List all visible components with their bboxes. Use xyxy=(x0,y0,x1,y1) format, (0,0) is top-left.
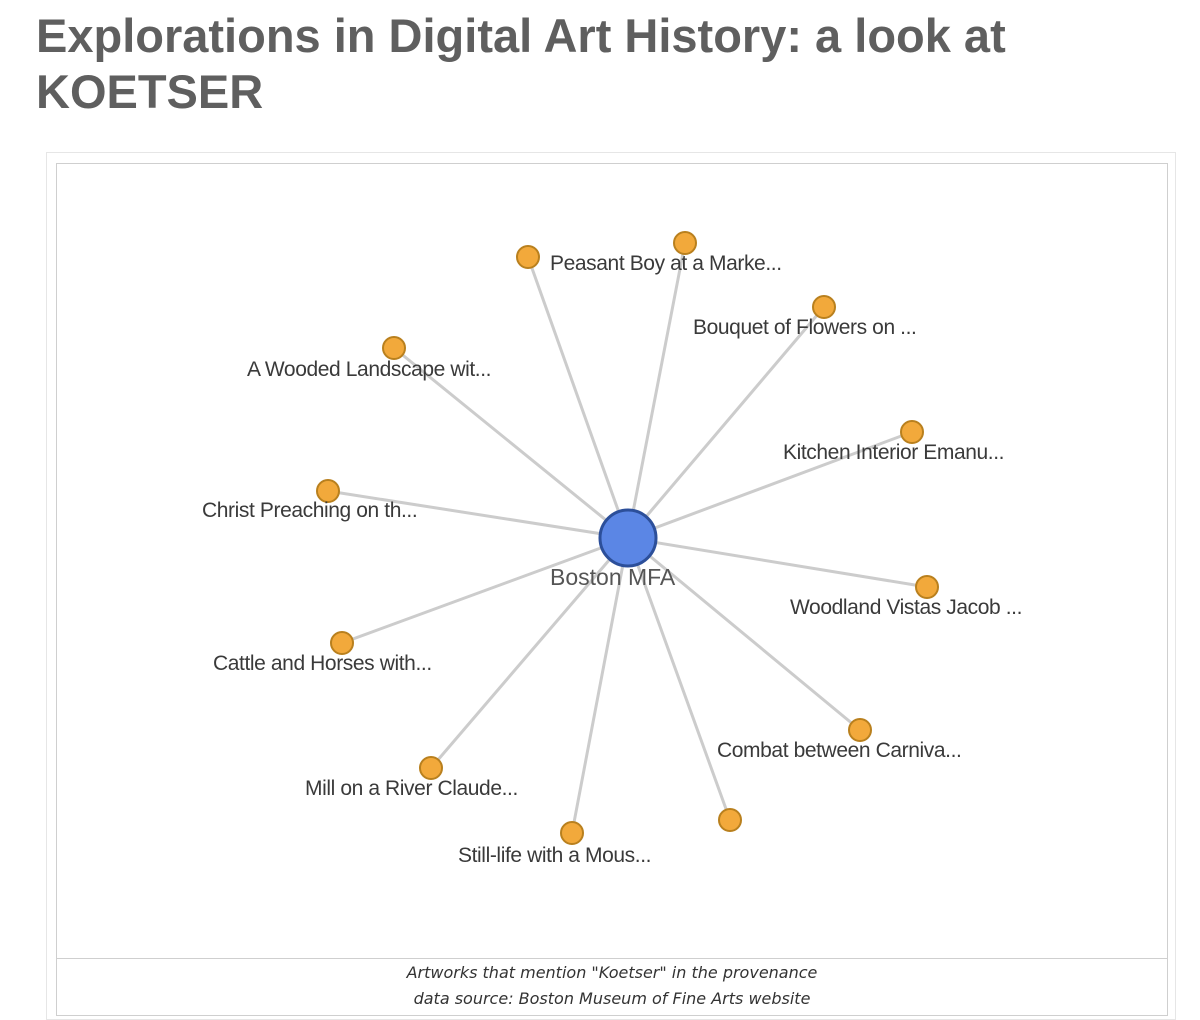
edge-11 xyxy=(626,536,732,822)
artwork-label-5: Christ Preaching on th... xyxy=(202,499,417,522)
edge-8 xyxy=(626,536,862,732)
edge-9 xyxy=(429,536,630,770)
edge-6 xyxy=(626,536,929,589)
artwork-node-9[interactable] xyxy=(419,756,443,780)
edge-3 xyxy=(392,346,630,540)
artwork-node-5[interactable] xyxy=(316,479,340,503)
hub-node-boston-mfa[interactable] xyxy=(598,508,658,568)
artwork-node-1[interactable] xyxy=(673,231,697,255)
network-graph-panel: Peasant Boy at a Marke... Bouquet of Flow… xyxy=(56,163,1168,959)
edges-layer xyxy=(326,241,929,835)
edge-4 xyxy=(626,430,914,540)
artwork-label-3: A Wooded Landscape wit... xyxy=(247,358,491,381)
edge-0 xyxy=(526,255,630,540)
artwork-label-9: Mill on a River Claude... xyxy=(305,777,518,800)
figure-caption: Artworks that mention "Koetser" in the p… xyxy=(56,958,1168,1016)
artwork-label-2: Bouquet of Flowers on ... xyxy=(693,316,916,339)
artwork-node-2[interactable] xyxy=(812,295,836,319)
labels-layer: Peasant Boy at a Marke... Bouquet of Flow… xyxy=(202,252,1022,867)
caption-line-2: data source: Boston Museum of Fine Arts … xyxy=(413,989,811,1008)
artwork-label-4: Kitchen Interior Emanu... xyxy=(783,441,1004,464)
artwork-label-8: Combat between Carniva... xyxy=(717,739,961,762)
edge-2 xyxy=(626,305,826,540)
artwork-label-10: Still-life with a Mous... xyxy=(458,844,651,867)
hub-label: Boston MFA xyxy=(550,564,676,590)
artwork-node-10[interactable] xyxy=(560,821,584,845)
artwork-label-0: Peasant Boy at a Marke... xyxy=(550,252,782,275)
edge-5 xyxy=(326,489,630,540)
edge-10 xyxy=(570,536,630,835)
nodes-layer xyxy=(316,231,939,845)
artwork-node-4[interactable] xyxy=(900,420,924,444)
artwork-node-7[interactable] xyxy=(330,631,354,655)
artwork-node-6[interactable] xyxy=(915,575,939,599)
caption-line-1: Artworks that mention "Koetser" in the p… xyxy=(406,963,818,982)
page-title: Explorations in Digital Art History: a l… xyxy=(36,9,1006,118)
edge-1 xyxy=(626,241,687,540)
artwork-node-3[interactable] xyxy=(382,336,406,360)
artwork-node-8[interactable] xyxy=(848,718,872,742)
artwork-node-0[interactable] xyxy=(516,245,540,269)
edge-7 xyxy=(340,536,630,645)
artwork-label-7: Cattle and Horses with... xyxy=(213,652,432,675)
artwork-label-6: Woodland Vistas Jacob ... xyxy=(790,596,1022,619)
network-graph: Peasant Boy at a Marke... Bouquet of Flow… xyxy=(202,231,1022,867)
artwork-node-11[interactable] xyxy=(718,808,742,832)
